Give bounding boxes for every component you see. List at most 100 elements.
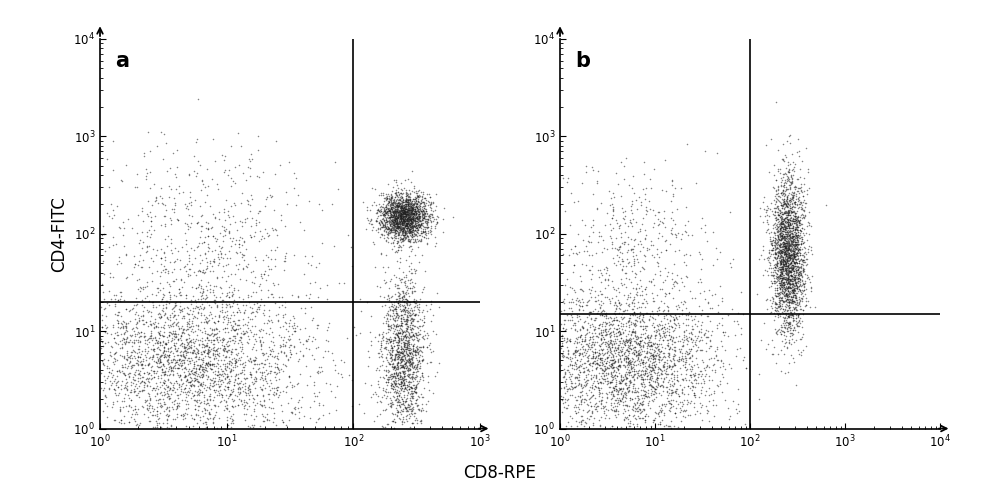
Point (640, 362, 656, 370)
Point (594, 339, 610, 347)
Point (402, 412, 418, 420)
Point (270, 317, 286, 324)
Point (224, 402, 240, 410)
Point (160, 345, 176, 353)
Point (585, 419, 601, 427)
Point (378, 225, 394, 232)
Point (239, 321, 255, 329)
Point (188, 410, 204, 418)
Point (395, 328, 411, 336)
Point (127, 183, 143, 191)
Point (377, 221, 393, 229)
Point (776, 181, 792, 189)
Point (628, 317, 644, 324)
Point (172, 371, 188, 378)
Point (428, 239, 444, 246)
Point (380, 199, 396, 206)
Point (193, 304, 209, 312)
Point (151, 358, 167, 366)
Point (410, 223, 426, 230)
Point (405, 217, 421, 225)
Point (401, 199, 417, 207)
Point (258, 195, 274, 203)
Point (172, 373, 188, 380)
Point (613, 229, 629, 237)
Point (636, 337, 652, 345)
Point (384, 348, 400, 356)
Point (601, 271, 617, 279)
Point (389, 216, 405, 224)
Point (368, 225, 384, 233)
Point (119, 349, 135, 357)
Point (780, 206, 796, 213)
Point (408, 217, 424, 225)
Point (785, 211, 801, 219)
Point (788, 223, 804, 231)
Point (386, 311, 402, 319)
Point (785, 299, 801, 307)
Point (390, 356, 406, 363)
Point (386, 363, 402, 371)
Point (399, 222, 415, 230)
Point (778, 290, 794, 298)
Point (110, 311, 126, 319)
Point (310, 293, 326, 301)
Point (393, 335, 409, 342)
Point (396, 209, 412, 217)
Point (157, 350, 173, 358)
Point (403, 312, 419, 319)
Point (415, 406, 431, 414)
Point (146, 181, 162, 188)
Point (782, 276, 798, 283)
Point (398, 201, 414, 209)
Point (109, 356, 125, 364)
Point (771, 245, 787, 253)
Point (140, 322, 156, 330)
Point (612, 330, 628, 337)
Point (381, 198, 397, 206)
Point (383, 354, 399, 361)
Point (785, 326, 801, 334)
Point (270, 280, 286, 288)
Point (406, 207, 422, 215)
Point (785, 215, 801, 223)
Point (593, 364, 609, 372)
Point (615, 376, 631, 384)
Point (590, 167, 606, 174)
Point (583, 375, 599, 383)
Point (767, 262, 783, 270)
Point (141, 334, 157, 342)
Point (683, 345, 699, 353)
Point (787, 291, 803, 299)
Point (393, 318, 409, 325)
Point (396, 216, 412, 224)
Point (785, 297, 801, 305)
Point (394, 363, 410, 371)
Point (123, 404, 139, 412)
Point (217, 324, 233, 332)
Point (400, 382, 416, 390)
Point (378, 318, 394, 325)
Point (616, 339, 632, 347)
Point (173, 412, 189, 419)
Point (642, 380, 658, 388)
Point (698, 370, 714, 378)
Point (649, 349, 665, 357)
Point (167, 330, 183, 338)
Point (373, 223, 389, 231)
Point (787, 284, 803, 292)
Point (592, 320, 608, 328)
Point (607, 356, 623, 364)
Point (557, 378, 573, 386)
Point (613, 371, 629, 379)
Point (396, 217, 412, 225)
Point (406, 322, 422, 330)
Point (788, 317, 804, 325)
Point (141, 337, 157, 345)
Point (172, 371, 188, 379)
Point (777, 250, 793, 258)
Point (770, 192, 786, 200)
Point (278, 319, 294, 327)
Point (94, 311, 110, 319)
Point (386, 225, 402, 232)
